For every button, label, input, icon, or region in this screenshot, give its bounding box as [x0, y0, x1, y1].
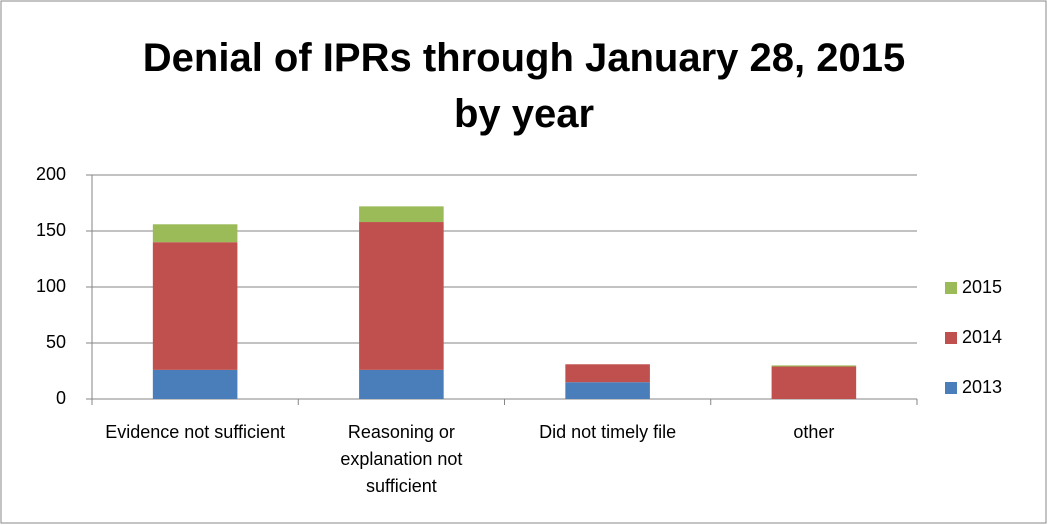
bar-segment	[152, 242, 238, 370]
x-tick-label: Reasoning or explanation not sufficient	[340, 422, 463, 496]
legend-label: 2015	[962, 277, 1002, 297]
bar-segment	[359, 222, 444, 370]
legend-label: 2013	[962, 377, 1002, 397]
bar-segment	[771, 365, 857, 367]
bar-segment	[359, 369, 444, 399]
bar-segment	[359, 206, 444, 223]
y-tick-label: 0	[56, 388, 66, 408]
y-tick-label: 150	[36, 220, 66, 240]
y-tick-label: 50	[46, 332, 66, 352]
bar-segment	[771, 366, 857, 399]
x-tick-label: Did not timely file	[539, 422, 677, 442]
legend-swatch	[945, 332, 957, 344]
legend-swatch	[945, 282, 957, 294]
bar-segment	[152, 369, 238, 399]
y-tick-label: 100	[36, 276, 66, 296]
y-tick-label: 200	[36, 164, 66, 184]
bar-segment	[565, 364, 650, 383]
x-tick-label: Evidence not sufficient	[105, 422, 286, 442]
bar-segment	[565, 382, 650, 399]
bar-segment	[152, 224, 238, 243]
chart-title: Denial of IPRs through January 28, 2015 …	[142, 36, 906, 136]
legend-label: 2014	[962, 327, 1002, 347]
x-tick-label: other	[793, 422, 835, 442]
legend-swatch	[945, 382, 957, 394]
